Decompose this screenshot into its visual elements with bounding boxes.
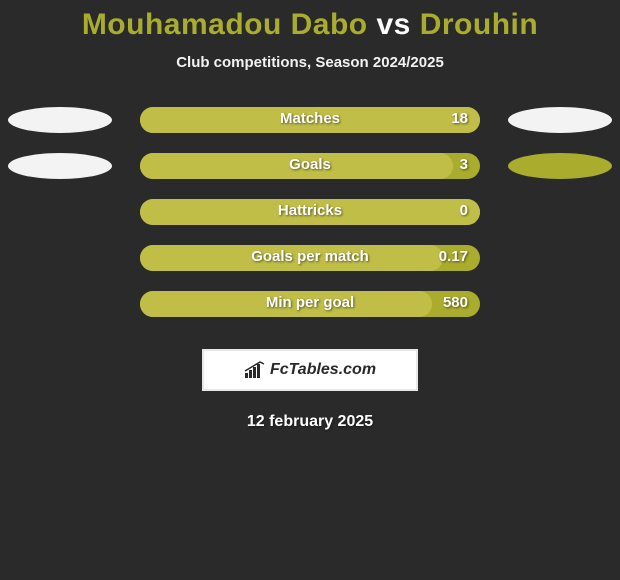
player1-name: Mouhamadou Dabo	[82, 8, 368, 41]
comparison-card: Mouhamadou Dabo vs Drouhin Club competit…	[0, 0, 620, 431]
stat-bar: Min per goal580	[140, 291, 480, 317]
subtitle: Club competitions, Season 2024/2025	[0, 54, 620, 71]
stat-value: 3	[460, 156, 468, 173]
date-text: 12 february 2025	[0, 413, 620, 431]
page-title: Mouhamadou Dabo vs Drouhin	[0, 8, 620, 42]
stat-label: Min per goal	[140, 294, 480, 311]
stat-label: Matches	[140, 110, 480, 127]
brand-text: FcTables.com	[270, 361, 376, 379]
stat-value: 580	[443, 294, 468, 311]
stat-label: Goals	[140, 156, 480, 173]
stat-row: Matches18	[0, 107, 620, 153]
stat-row: Hattricks0	[0, 199, 620, 245]
stat-value: 0	[460, 202, 468, 219]
stat-row: Min per goal580	[0, 291, 620, 337]
player1-marker	[8, 153, 112, 179]
stat-row: Goals3	[0, 153, 620, 199]
stat-bar: Hattricks0	[140, 199, 480, 225]
vs-separator: vs	[376, 8, 410, 41]
stat-label: Hattricks	[140, 202, 480, 219]
player2-marker	[508, 153, 612, 179]
player2-marker	[508, 107, 612, 133]
stat-rows: Matches18 Goals3 Hattricks0 Goals per match…	[0, 107, 620, 337]
stat-bar: Matches18	[140, 107, 480, 133]
stat-value: 0.17	[439, 248, 468, 265]
stat-value: 18	[451, 110, 468, 127]
stat-row: Goals per match0.17	[0, 245, 620, 291]
player1-marker	[8, 107, 112, 133]
brand-badge[interactable]: FcTables.com	[202, 349, 418, 391]
stat-bar: Goals3	[140, 153, 480, 179]
stat-label: Goals per match	[140, 248, 480, 265]
stat-bar: Goals per match0.17	[140, 245, 480, 271]
player2-name: Drouhin	[420, 8, 538, 41]
chart-icon	[244, 361, 266, 379]
